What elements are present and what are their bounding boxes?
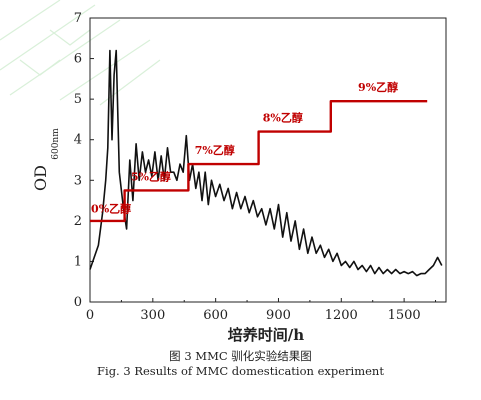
x-tick-label-2: 600 bbox=[203, 308, 228, 323]
annotation-label-4: 9%乙醇 bbox=[358, 80, 398, 94]
series-line-0 bbox=[89, 49, 443, 277]
y-tick-label-7: 7 bbox=[74, 11, 82, 26]
y-axis-label-subscript: 600nm bbox=[51, 128, 61, 160]
caption-chinese: 图 3 MMC 驯化实验结果图 bbox=[169, 349, 312, 363]
watermark-lines bbox=[0, 0, 161, 106]
y-tick-label-2: 2 bbox=[74, 214, 82, 229]
x-tick-label-3: 900 bbox=[266, 308, 291, 323]
plot-frame bbox=[89, 17, 447, 303]
y-tick-label-4: 4 bbox=[74, 133, 82, 148]
y-tick-label-0: 0 bbox=[74, 295, 82, 310]
annotation-label-1: 5%乙醇 bbox=[131, 169, 171, 183]
x-tick-label-5: 1500 bbox=[388, 308, 421, 323]
x-tick-label-4: 1200 bbox=[325, 308, 358, 323]
caption-english: Fig. 3 Results of MMC domestication expe… bbox=[97, 364, 384, 378]
y-tick-label-1: 1 bbox=[74, 254, 82, 269]
annotation-label-3: 8%乙醇 bbox=[263, 110, 303, 124]
x-tick-label-1: 300 bbox=[140, 308, 165, 323]
y-tick-label-5: 5 bbox=[74, 92, 82, 107]
od-chart: 0 1 2 3 4 5 6 7 0 300 600 900 1200 1500 0%乙醇 5%乙醇 7%乙醇 8… bbox=[0, 0, 447, 344]
series-line-1 bbox=[90, 99, 428, 223]
annotation-label-0: 0%乙醇 bbox=[91, 202, 131, 216]
y-axis-label: OD bbox=[31, 165, 50, 191]
y-tick-label-6: 6 bbox=[74, 52, 82, 67]
annotation-label-2: 7%乙醇 bbox=[195, 143, 235, 157]
x-axis-label: 培养时间/h bbox=[228, 326, 304, 344]
x-tick-label-0: 0 bbox=[86, 308, 94, 323]
y-tick-label-3: 3 bbox=[74, 173, 82, 188]
